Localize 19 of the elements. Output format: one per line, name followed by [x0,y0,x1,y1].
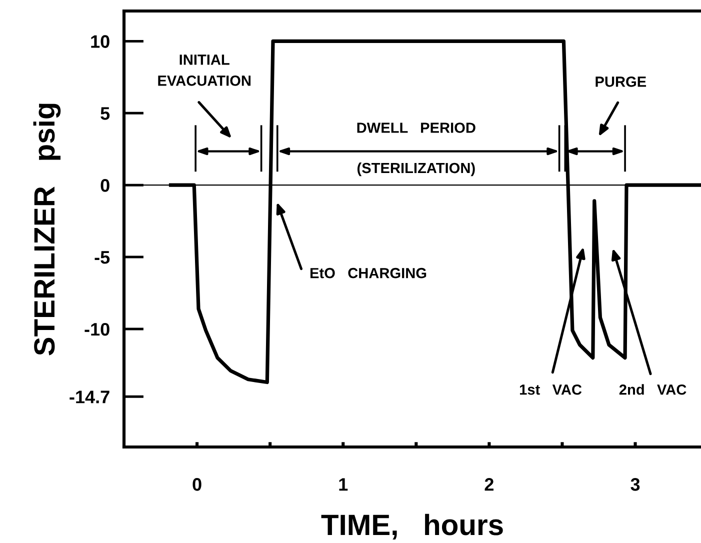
y-tick-label: -10 [84,322,110,336]
annotation: (STERILIZATION) [357,162,475,176]
y-tick-label: -5 [94,251,110,264]
annotation: DWELL PERIOD [357,122,476,133]
x-axis-title: TIME, hours [321,514,503,540]
y-tick-label: 5 [100,107,110,120]
x-tick-label: 2 [484,478,494,491]
x-tick-label: 1 [339,478,348,491]
annotation: PURGE [596,76,646,87]
y-tick-label: 0 [100,179,110,192]
annotation: 2nd VAC [619,384,686,395]
x-tick-label: 0 [192,478,202,491]
annotation: EtO CHARGING [310,268,426,278]
x-tick-label: 3 [630,478,640,491]
annotation: INITIAL EVACUATION [158,54,250,86]
y-axis-title: STERILIZER psig [33,104,61,356]
y-tick-label: 10 [91,35,110,48]
annotation: 1st VAC [520,384,582,395]
y-tick-label: -14.7 [70,390,110,404]
